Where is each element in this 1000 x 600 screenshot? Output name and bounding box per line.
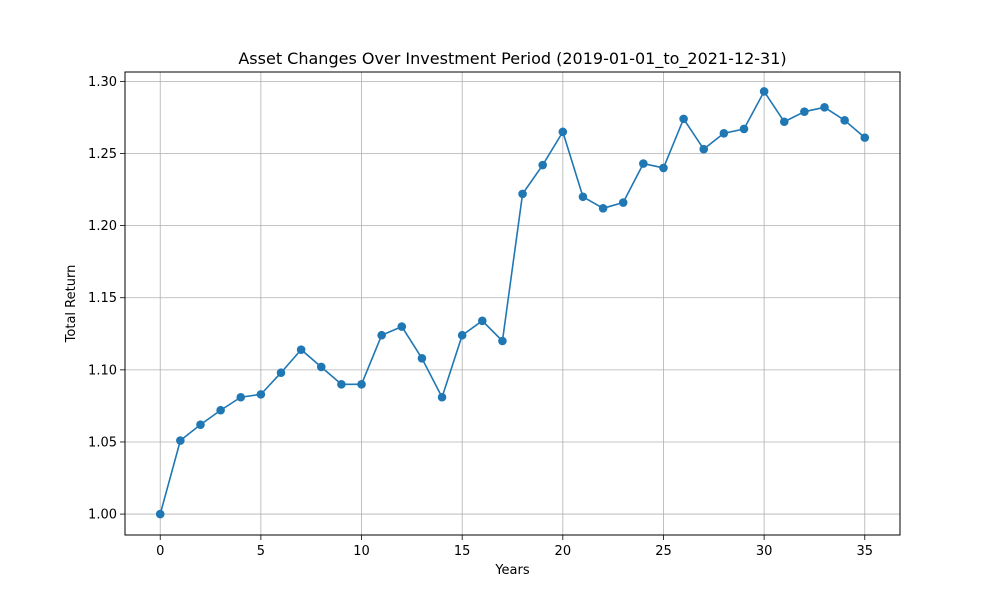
x-tick-label: 35 <box>856 544 873 559</box>
x-tick-label: 30 <box>756 544 773 559</box>
data-point <box>296 345 306 354</box>
data-point <box>236 392 246 402</box>
y-axis-label: Total Return <box>64 265 79 344</box>
data-point <box>256 390 266 399</box>
plot-frame <box>124 71 901 536</box>
data-point <box>719 129 729 138</box>
data-point <box>639 159 648 168</box>
data-point <box>176 436 185 445</box>
x-tick-label: 15 <box>454 544 471 559</box>
data-point <box>679 114 688 124</box>
x-tick-label: 0 <box>156 544 164 559</box>
data-point <box>518 189 527 199</box>
data-point <box>618 198 628 207</box>
data-point <box>538 160 547 170</box>
chart-title: Asset Changes Over Investment Period (20… <box>238 49 786 69</box>
data-point <box>337 379 346 389</box>
data-point <box>155 509 165 519</box>
data-point <box>860 133 870 142</box>
data-point <box>739 124 749 134</box>
data-point <box>377 330 386 340</box>
data-point <box>840 116 849 125</box>
data-point <box>478 316 487 326</box>
data-point <box>196 420 205 429</box>
data-point <box>417 354 427 363</box>
data-point <box>598 204 608 213</box>
data-point <box>397 322 407 331</box>
data-point <box>759 87 769 96</box>
data-point <box>699 144 709 154</box>
grid <box>125 72 900 535</box>
y-tick-label: 1.15 <box>88 291 117 306</box>
x-tick-label: 5 <box>257 544 265 559</box>
data-point <box>800 107 809 116</box>
y-tick-label: 1.10 <box>88 363 117 378</box>
data-point <box>498 336 507 346</box>
x-axis-label: Years <box>494 563 530 578</box>
y-tick-label: 1.00 <box>88 508 117 523</box>
data-point <box>578 192 588 202</box>
data-point <box>779 117 789 127</box>
series-line <box>159 90 866 515</box>
data-point <box>820 103 829 112</box>
data-point <box>558 127 568 137</box>
y-tick-label: 1.05 <box>88 435 117 450</box>
y-tick-label: 1.25 <box>88 147 117 162</box>
x-tick-label: 25 <box>655 544 672 559</box>
data-point <box>457 330 467 340</box>
x-tick-label: 20 <box>555 544 572 559</box>
data-point <box>357 379 366 389</box>
series-layer <box>155 87 870 519</box>
data-point <box>216 405 225 415</box>
ticks: 0 5 10 15 20 25 30 35 1.00 1.05 1.10 1.15 1.20 1.25 1.… <box>88 75 873 559</box>
x-tick-label: 10 <box>353 544 370 559</box>
data-point <box>437 392 447 402</box>
data-point <box>316 362 326 372</box>
data-point <box>276 368 286 378</box>
y-tick-label: 1.30 <box>88 75 117 90</box>
data-point <box>659 163 668 173</box>
y-tick-label: 1.20 <box>88 219 117 234</box>
